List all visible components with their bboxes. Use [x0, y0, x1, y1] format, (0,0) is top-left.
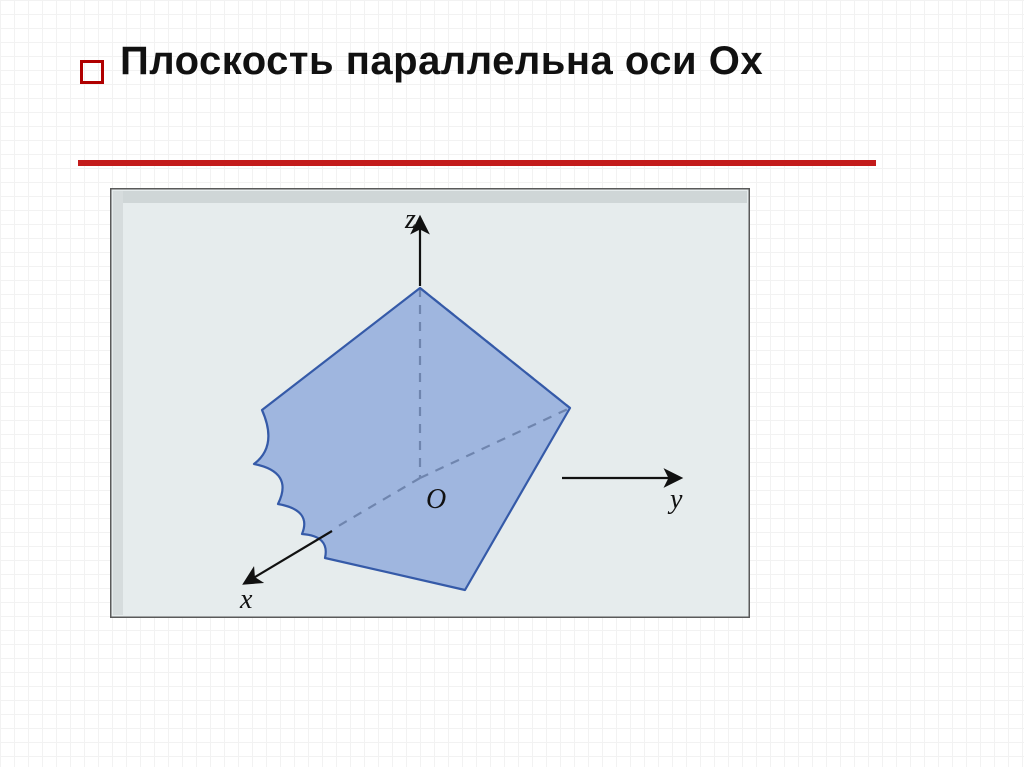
title-bullet: [80, 60, 104, 84]
svg-text:O: O: [426, 484, 446, 515]
svg-text:z: z: [404, 204, 416, 235]
svg-text:x: x: [239, 584, 253, 615]
slide-title: Плоскость параллельна оси Ox: [120, 40, 763, 83]
slide: Плоскость параллельна оси Ox z y x O: [0, 0, 1024, 767]
svg-text:y: y: [667, 484, 683, 515]
title-underline: [78, 160, 876, 166]
coordinate-plane-diagram: z y x O: [110, 188, 750, 618]
